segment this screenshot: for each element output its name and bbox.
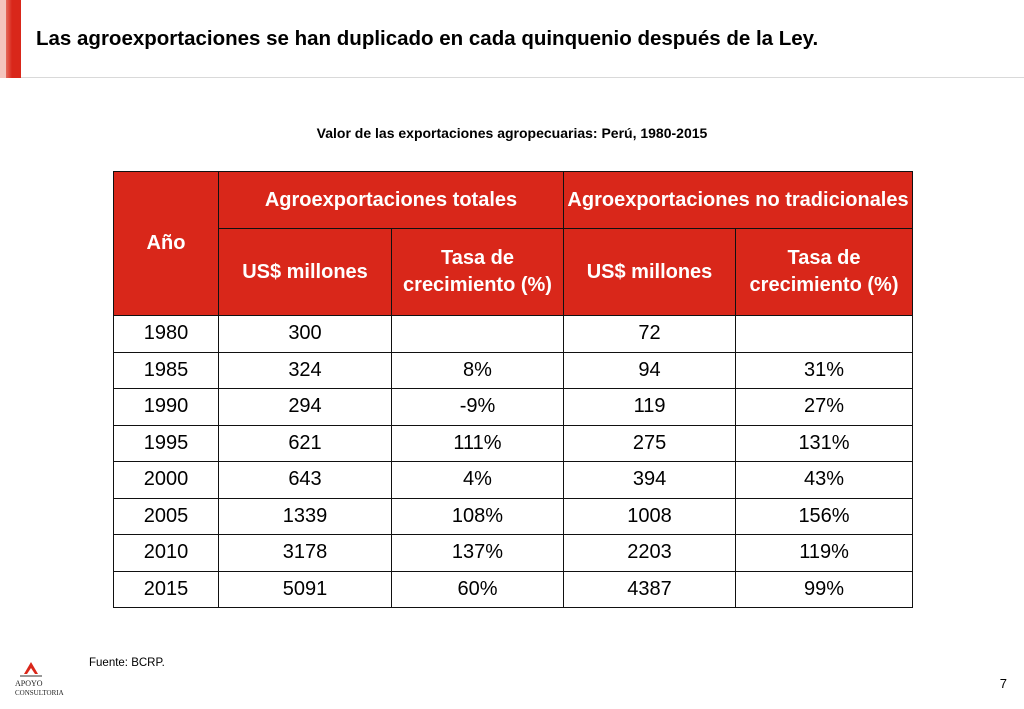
cell-nontraditional-rate: 31% <box>735 351 914 389</box>
cell-total-rate: 60% <box>390 570 565 608</box>
cell-year: 1990 <box>113 388 219 426</box>
cell-total-rate: 108% <box>390 497 565 535</box>
header-total-usd: US$ millones <box>218 228 392 316</box>
table-row: 1980 300 72 <box>113 315 914 353</box>
cell-nontraditional-rate: 99% <box>735 570 914 608</box>
logo-line2: CONSULTORIA <box>15 689 64 697</box>
apoyo-logo-mark: APOYO CONSULTORIA <box>15 662 64 697</box>
cell-total-usd: 1339 <box>218 497 392 535</box>
header-nontraditional-rate: Tasa de crecimiento (%) <box>735 228 914 316</box>
table-row: 1985 324 8% 94 31% <box>113 351 914 389</box>
cell-nontraditional-rate: 131% <box>735 424 914 462</box>
header-nontraditional-usd: US$ millones <box>563 228 737 316</box>
page-number: 7 <box>999 676 1007 691</box>
cell-nontraditional-usd: 394 <box>563 461 737 499</box>
cell-year: 2000 <box>113 461 219 499</box>
header-total-rate: Tasa de crecimiento (%) <box>390 228 565 316</box>
table-row: 2015 5091 60% 4387 99% <box>113 570 914 608</box>
cell-total-usd: 643 <box>218 461 392 499</box>
header-group-nontraditional: Agroexportaciones no tradicionales <box>563 171 914 229</box>
cell-total-rate: 111% <box>390 424 565 462</box>
cell-nontraditional-rate: 43% <box>735 461 914 499</box>
table-row: 2000 643 4% 394 43% <box>113 461 914 499</box>
table-row: 2005 1339 108% 1008 156% <box>113 497 914 535</box>
cell-total-rate <box>390 315 565 353</box>
table-row: 1995 621 111% 275 131% <box>113 424 914 462</box>
table-row: 1990 294 -9% 119 27% <box>113 388 914 426</box>
exports-table: Año Agroexportaciones totales Agroexport… <box>113 171 914 608</box>
cell-total-rate: 4% <box>390 461 565 499</box>
cell-nontraditional-rate <box>735 315 914 353</box>
source-note: Fuente: BCRP. <box>89 657 165 669</box>
cell-nontraditional-rate: 156% <box>735 497 914 535</box>
cell-total-usd: 621 <box>218 424 392 462</box>
header-year: Año <box>113 171 219 316</box>
slide-accent-bar <box>0 0 21 78</box>
cell-total-usd: 5091 <box>218 570 392 608</box>
header-group-total: Agroexportaciones totales <box>217 171 565 229</box>
cell-total-usd: 324 <box>218 351 392 389</box>
cell-year: 1980 <box>113 315 219 353</box>
title-divider <box>21 77 1024 78</box>
cell-nontraditional-rate: 119% <box>735 534 914 572</box>
cell-nontraditional-usd: 1008 <box>563 497 737 535</box>
cell-total-rate: 137% <box>390 534 565 572</box>
cell-nontraditional-usd: 94 <box>563 351 737 389</box>
cell-year: 2010 <box>113 534 219 572</box>
cell-year: 2015 <box>113 570 219 608</box>
cell-nontraditional-usd: 275 <box>563 424 737 462</box>
cell-year: 2005 <box>113 497 219 535</box>
cell-nontraditional-usd: 72 <box>563 315 737 353</box>
cell-total-rate: 8% <box>390 351 565 389</box>
table-row: 2010 3178 137% 2203 119% <box>113 534 914 572</box>
table-caption: Valor de las exportaciones agropecuarias… <box>316 125 708 141</box>
cell-total-usd: 294 <box>218 388 392 426</box>
slide-title: Las agroexportaciones se han duplicado e… <box>36 27 819 50</box>
cell-year: 1995 <box>113 424 219 462</box>
cell-year: 1985 <box>113 351 219 389</box>
cell-nontraditional-usd: 2203 <box>563 534 737 572</box>
apoyo-consultoria-logo: APOYO CONSULTORIA <box>14 660 66 698</box>
logo-line1: APOYO <box>15 679 43 688</box>
cell-total-rate: -9% <box>390 388 565 426</box>
cell-nontraditional-usd: 119 <box>563 388 737 426</box>
cell-total-usd: 300 <box>218 315 392 353</box>
cell-total-usd: 3178 <box>218 534 392 572</box>
cell-nontraditional-usd: 4387 <box>563 570 737 608</box>
cell-nontraditional-rate: 27% <box>735 388 914 426</box>
